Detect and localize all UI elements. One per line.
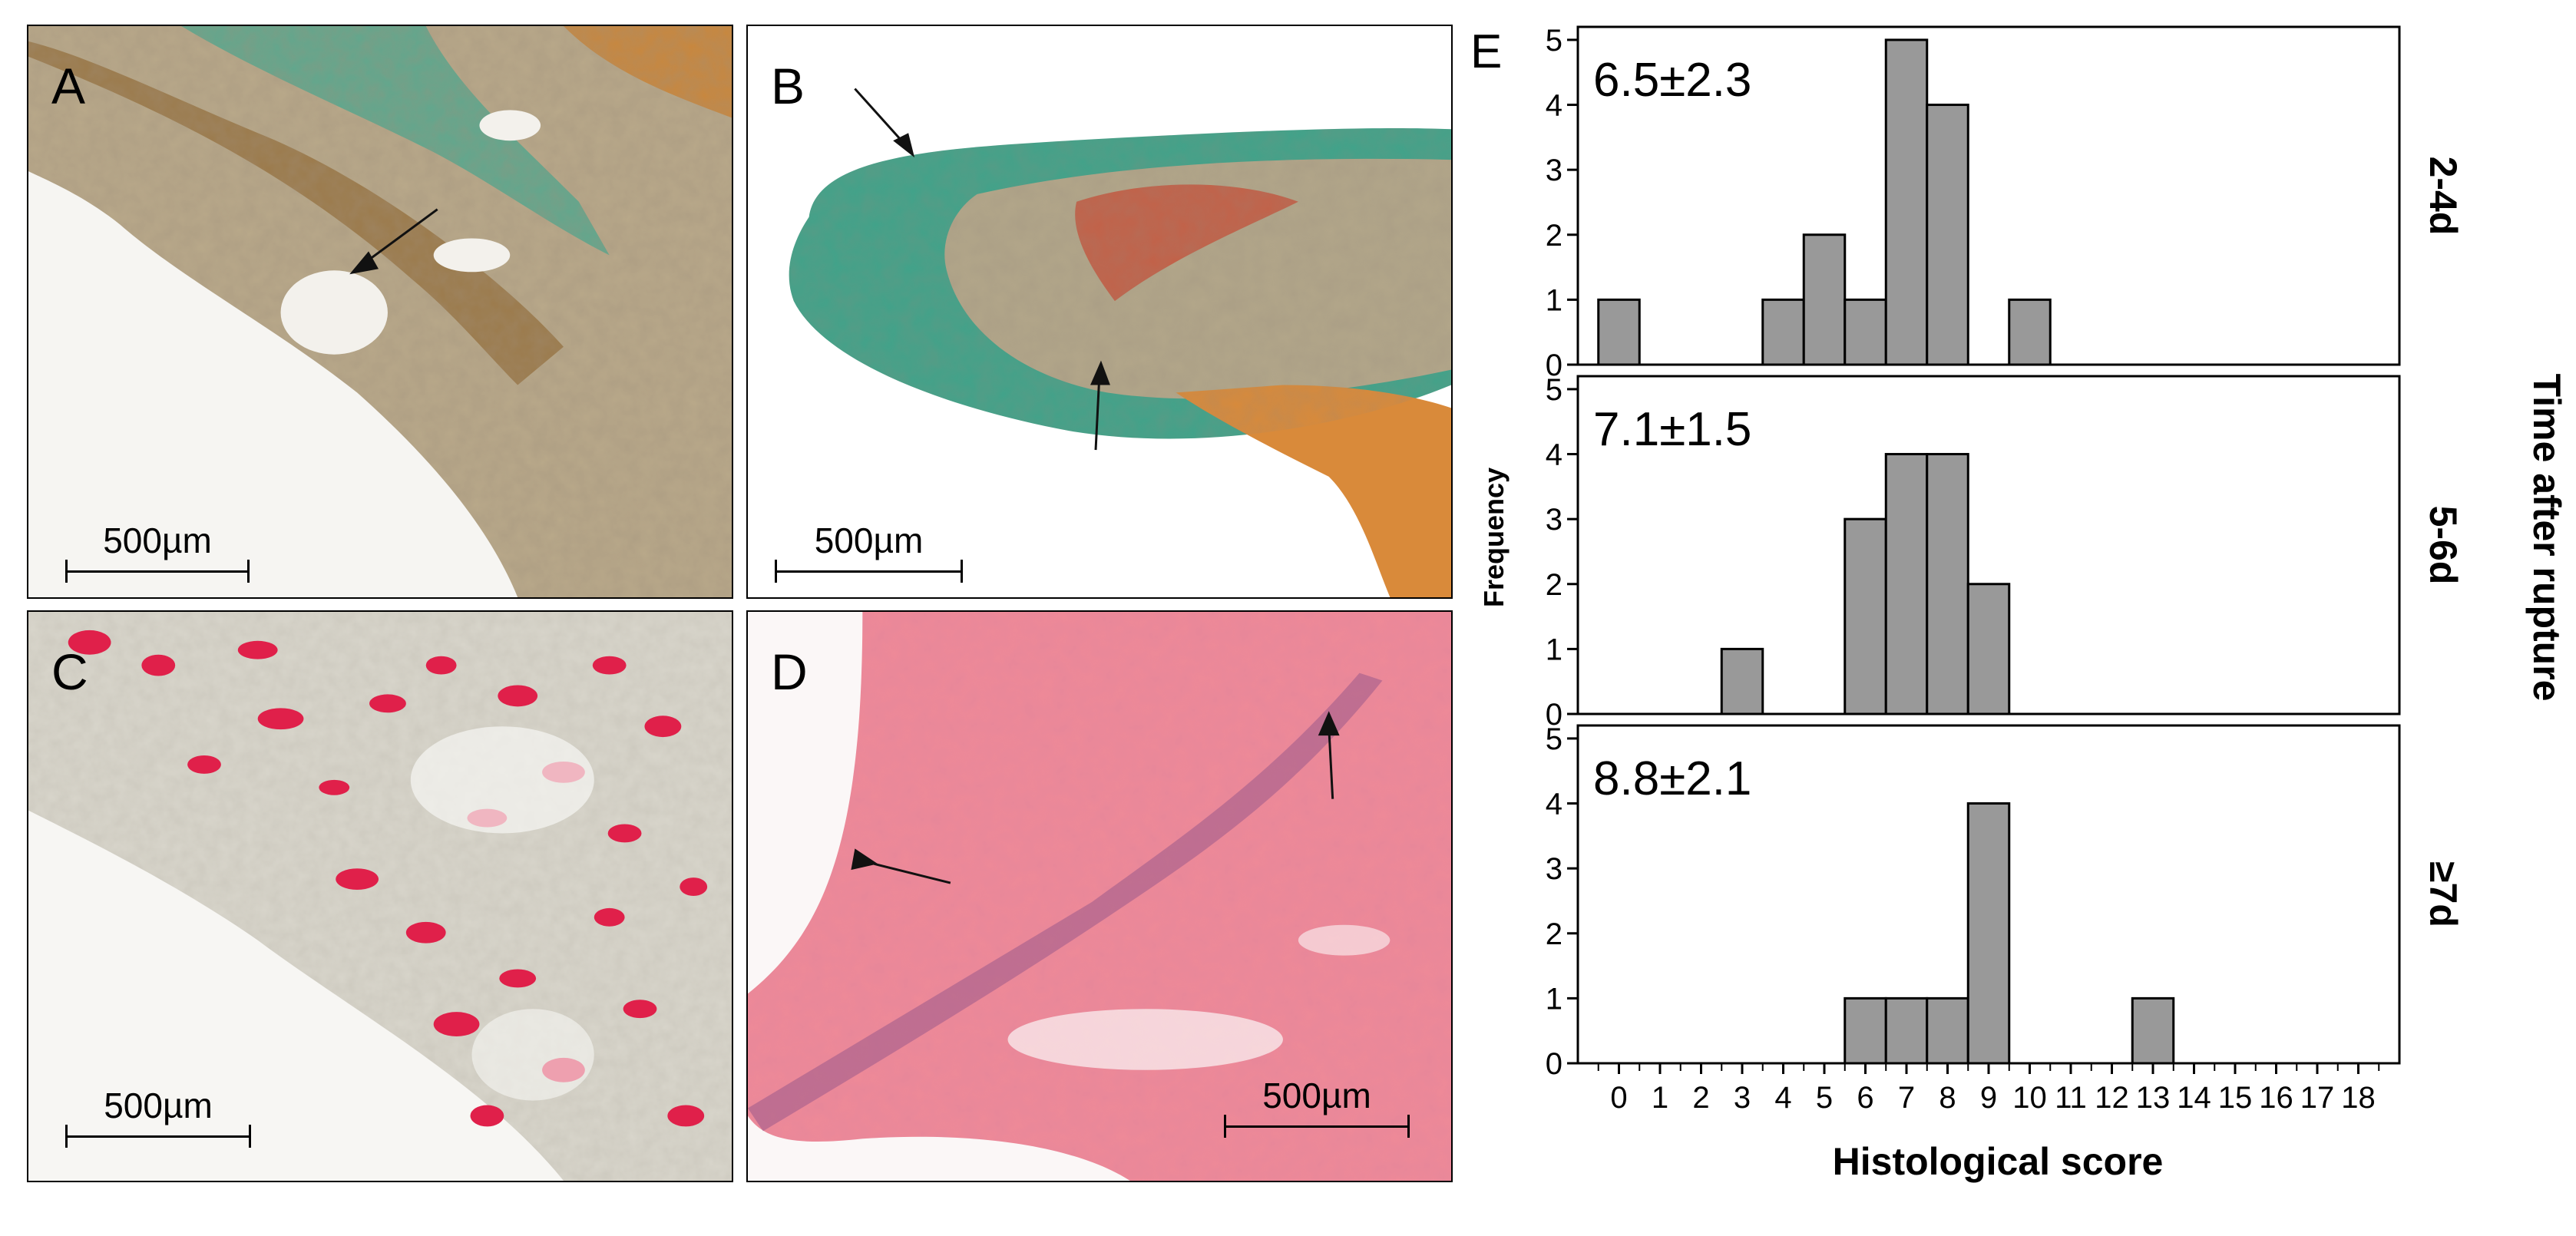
x-tick-label: 15 (2218, 1081, 2253, 1115)
x-tick-label: 4 (1774, 1081, 1791, 1115)
histogram-bar (1926, 104, 1969, 366)
micrograph-panel-b: B 500µm (746, 25, 1453, 599)
x-tick-label: 8 (1939, 1081, 1956, 1115)
histogram-bar (1884, 996, 1929, 1065)
histogram-bar (1597, 298, 1641, 366)
tissue-image-a (28, 26, 732, 597)
micrograph-panel-a: A 500µm (27, 25, 733, 599)
facet-row-label: 2-4d (2422, 157, 2465, 236)
y-tick-label: 0 (1546, 698, 1562, 732)
y-tick-label: 0 (1546, 349, 1562, 382)
facet-annotation: 6.5±2.3 (1593, 54, 1751, 107)
scale-bar-b: 500µm (775, 521, 963, 583)
x-tick-label: 0 (1610, 1081, 1627, 1115)
facet-frame (1576, 25, 2401, 366)
histogram-bar (1926, 453, 1969, 715)
y-tick-label: 1 (1546, 982, 1562, 1016)
scale-bar-label-c: 500µm (104, 1086, 213, 1125)
y-tick-label: 2 (1546, 568, 1562, 602)
x-tick-label: 5 (1816, 1081, 1833, 1115)
x-tick-label: 3 (1734, 1081, 1751, 1115)
histogram-bar (1844, 517, 1887, 715)
x-tick-label: 13 (2136, 1081, 2171, 1115)
facet-annotation: 8.8±2.1 (1593, 752, 1751, 805)
x-tick-label: 12 (2095, 1081, 2129, 1115)
y-tick-label: 1 (1546, 283, 1562, 317)
y-tick-label: 2 (1546, 219, 1562, 253)
x-tick-label: 9 (1980, 1081, 1997, 1115)
x-tick-label: 11 (2055, 1081, 2087, 1115)
tissue-image-d (748, 612, 1451, 1181)
scale-bar-label-d: 500µm (1262, 1076, 1371, 1115)
micrograph-panel-c: C 500µm (27, 610, 733, 1182)
y-tick-label: 5 (1546, 373, 1562, 407)
histogram-panel-e: E 0123456.5±2.32-4d0123457.1±1.55-6d0123… (1470, 24, 2568, 1183)
panel-label-a: A (51, 58, 86, 114)
y-tick-label: 1 (1546, 633, 1562, 666)
scale-bar-label-b: 500µm (814, 521, 924, 560)
histogram-bar (1802, 233, 1847, 366)
x-tick-label: 17 (2300, 1081, 2335, 1115)
facet-row-label: 5-6d (2422, 506, 2465, 585)
y-tick-label: 4 (1546, 438, 1562, 472)
facet-3: 0 1 2 3 4 5 8.8±2.1 ≥7d (1546, 722, 2465, 1081)
facet-2: 0 1 2 3 4 5 7.1±1.5 5-6d (1546, 373, 2465, 732)
x-tick-label: 7 (1898, 1081, 1915, 1115)
histogram-bar (1761, 298, 1805, 366)
x-tick-label: 18 (2341, 1081, 2376, 1115)
panel-label-b: B (771, 58, 805, 114)
y-tick-label: 3 (1546, 503, 1562, 537)
histogram-bar (1966, 802, 2011, 1065)
scale-bar-a: 500µm (65, 521, 250, 583)
panel-label-e: E (1470, 25, 1502, 78)
histogram-bar (2008, 298, 2052, 366)
y-tick-label: 4 (1546, 89, 1562, 123)
scale-bar-d: 500µm (1224, 1076, 1410, 1138)
x-tick-label: 10 (2012, 1081, 2047, 1115)
scale-bar-label-a: 500µm (103, 521, 212, 560)
histogram-bar (2131, 996, 2175, 1065)
facet-title: Time after rupture (2525, 374, 2568, 702)
tissue-image-b (748, 26, 1451, 597)
x-tick-label: 6 (1857, 1081, 1873, 1115)
scale-bar-c: 500µm (65, 1086, 251, 1148)
panel-label-c: C (51, 643, 88, 700)
x-tick-label: 2 (1692, 1081, 1709, 1115)
micrograph-panel-d: D 500µm (746, 610, 1453, 1182)
y-tick-label: 4 (1546, 788, 1562, 821)
histogram-bar (1720, 647, 1764, 715)
x-tick-label: 14 (2177, 1081, 2211, 1115)
y-tick-label: 2 (1546, 917, 1562, 951)
panel-label-d: D (771, 643, 808, 700)
facet-annotation: 7.1±1.5 (1593, 403, 1751, 456)
histogram-bar (1926, 996, 1969, 1065)
x-axis-label: Histological score (1833, 1140, 2164, 1183)
histogram-bar (1966, 583, 2011, 715)
y-tick-label: 3 (1546, 852, 1562, 886)
y-tick-label: 5 (1546, 24, 1562, 58)
x-tick-label: 16 (2259, 1081, 2293, 1115)
histogram-bar (1844, 996, 1887, 1065)
tissue-image-c (28, 612, 732, 1181)
y-axis-label: Frequency (1478, 468, 1510, 607)
facet-row-label: ≥7d (2422, 861, 2465, 927)
y-tick-label: 3 (1546, 154, 1562, 187)
facet-1: 0 1 2 3 4 5 6.5±2.3 2-4d (1546, 24, 2465, 382)
x-tick-label: 1 (1652, 1081, 1668, 1115)
histogram-bar (1844, 298, 1887, 366)
histogram-bar (1884, 453, 1929, 715)
y-tick-label: 5 (1546, 722, 1562, 756)
histogram-bar (1884, 38, 1929, 366)
y-tick-label: 0 (1546, 1047, 1562, 1081)
